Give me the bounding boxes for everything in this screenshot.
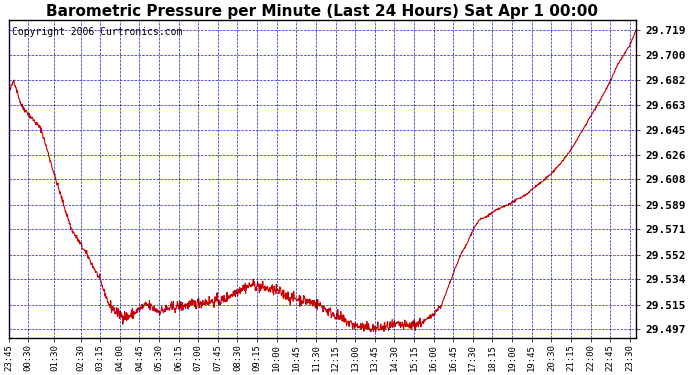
Text: Copyright 2006 Curtronics.com: Copyright 2006 Curtronics.com	[12, 27, 182, 37]
Title: Barometric Pressure per Minute (Last 24 Hours) Sat Apr 1 00:00: Barometric Pressure per Minute (Last 24 …	[46, 4, 598, 19]
